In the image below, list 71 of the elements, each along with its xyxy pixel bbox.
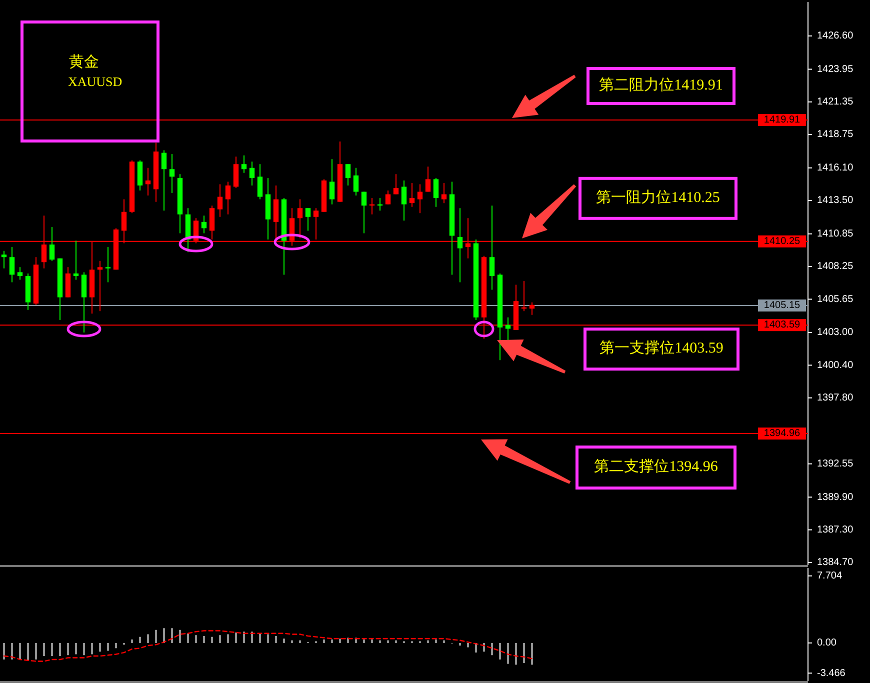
text: XAUUSD (68, 74, 122, 89)
candlestick (505, 316, 511, 341)
candlestick (353, 167, 359, 196)
candlestick (201, 215, 207, 234)
candlestick (225, 181, 231, 215)
y-tick-label: 1416.10 (817, 162, 854, 174)
ref-line-label: 1410.25 (764, 236, 801, 248)
ref-line-label: 1405.15 (764, 300, 801, 312)
candlestick (425, 166, 431, 192)
y-tick-label: 7.704 (817, 570, 842, 582)
candlestick (393, 174, 399, 195)
y-tick-label: 1389.90 (817, 492, 854, 503)
y-tick-label: 1410.85 (817, 228, 854, 240)
candlestick (49, 226, 55, 262)
y-tick-label: 1421.35 (817, 96, 854, 108)
y-tick-label: 1397.80 (817, 392, 854, 404)
candlestick (105, 246, 111, 283)
y-tick-label: 1408.25 (817, 261, 854, 272)
y-tick-label: 1400.40 (817, 360, 854, 371)
candlestick (249, 161, 255, 186)
y-tick-label: 1405.65 (817, 294, 854, 305)
y-tick-label: 1392.55 (817, 458, 854, 470)
candlestick (81, 272, 87, 334)
y-tick-label: 1413.50 (817, 195, 854, 206)
candlestick (433, 177, 439, 208)
y-tick-label: 1384.70 (817, 557, 854, 568)
candlestick (73, 240, 79, 280)
candlestick (457, 208, 463, 283)
candlestick (97, 260, 103, 312)
candlestick (257, 164, 263, 200)
candlestick (385, 190, 391, 205)
line-series (3, 630, 533, 662)
candlestick (441, 182, 447, 204)
y-tick-label: 1403.00 (817, 327, 854, 338)
candlestick (297, 198, 303, 239)
candlestick (1, 250, 7, 269)
y-tick-label: 1423.95 (817, 64, 854, 75)
y-tick-label: 1387.30 (817, 524, 854, 536)
ref-line-label: 1403.59 (764, 320, 801, 331)
candlestick (233, 156, 239, 188)
ref-line-label: 1419.91 (764, 114, 801, 126)
candlestick (305, 208, 311, 232)
candlestick (409, 182, 415, 208)
candlestick (137, 160, 143, 192)
candlestick (329, 158, 335, 205)
candlestick (401, 180, 407, 222)
candlestick (161, 150, 167, 212)
y-tick-label: 1418.75 (817, 129, 854, 140)
candlestick (17, 266, 23, 280)
candlestick (241, 154, 247, 174)
y-tick-label: -3.466 (817, 668, 846, 679)
candlestick (417, 184, 423, 214)
candlestick (345, 164, 351, 186)
candlestick (361, 191, 367, 234)
y-tick-label: 1426.60 (817, 30, 854, 42)
ref-line-label: 1394.96 (764, 428, 801, 440)
candlestick (209, 205, 215, 240)
candlestick (529, 302, 535, 316)
candlestick (169, 154, 175, 194)
candlestick (9, 246, 15, 283)
candlestick (273, 184, 279, 240)
candlestick (145, 167, 151, 196)
annotation: 第二支撑位1394.96 (594, 458, 718, 475)
annotation: 第一阻力位1410.25 (596, 188, 720, 206)
annotation: 第二阻力位1419.91 (599, 76, 723, 94)
text: 黄金 (69, 53, 99, 70)
annotation: 第一支撑位1403.59 (600, 340, 724, 357)
candlestick (489, 205, 495, 290)
candlestick (65, 266, 71, 298)
candlestick (217, 184, 223, 218)
y-tick-label: 0.00 (817, 638, 837, 649)
